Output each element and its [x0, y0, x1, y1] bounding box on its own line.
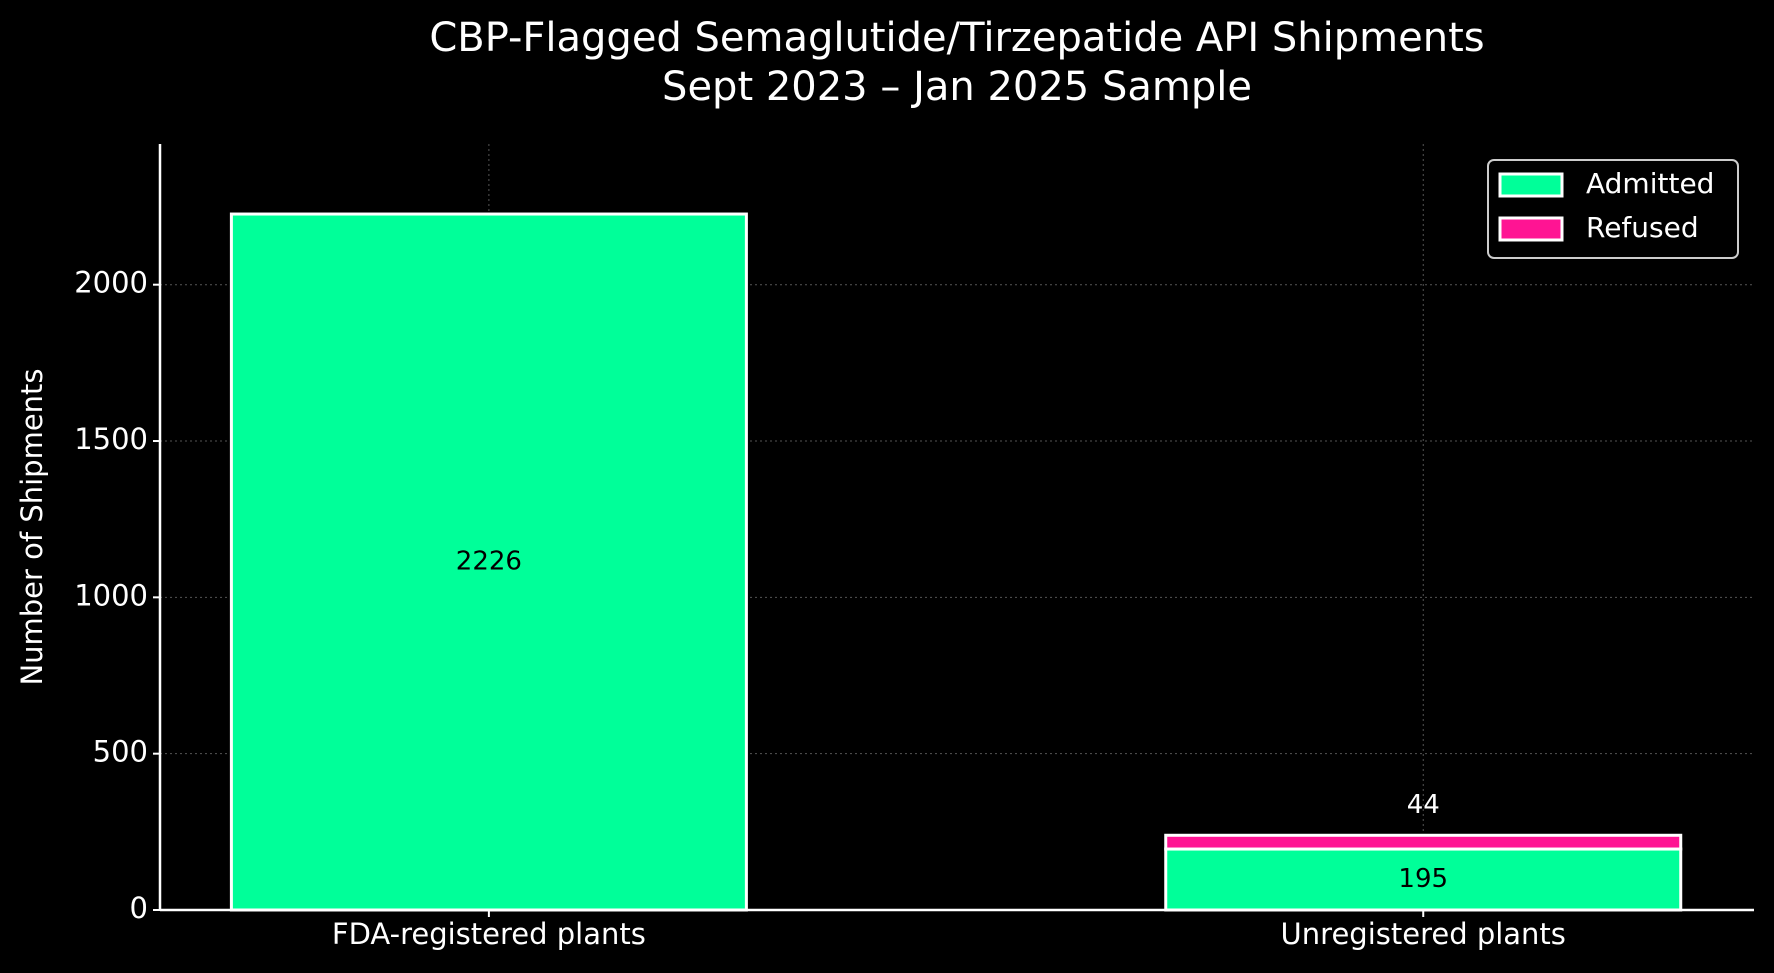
legend-swatch [1498, 172, 1564, 198]
bar-segment [1164, 833, 1683, 851]
y-tick-label: 1000 [74, 578, 148, 612]
chart-subtitle: Sept 2023 – Jan 2025 Sample [662, 64, 1252, 110]
y-tick-label: 0 [130, 891, 148, 925]
legend-swatch [1498, 216, 1564, 242]
data-label: 195 [1398, 864, 1448, 894]
chart-title: CBP-Flagged Semaglutide/Tirzepatide API … [429, 15, 1484, 61]
y-tick-label: 2000 [74, 266, 148, 300]
data-label: 2226 [456, 547, 522, 577]
legend-label: Admitted [1586, 167, 1714, 200]
legend-label: Refused [1586, 211, 1699, 244]
y-tick-label: 500 [93, 735, 148, 769]
y-axis-label: Number of Shipments [15, 368, 49, 685]
x-tick-label: FDA-registered plants [332, 917, 646, 951]
data-label: 44 [1407, 790, 1440, 820]
x-tick-label: Unregistered plants [1281, 917, 1566, 951]
y-tick-label: 1500 [74, 422, 148, 456]
